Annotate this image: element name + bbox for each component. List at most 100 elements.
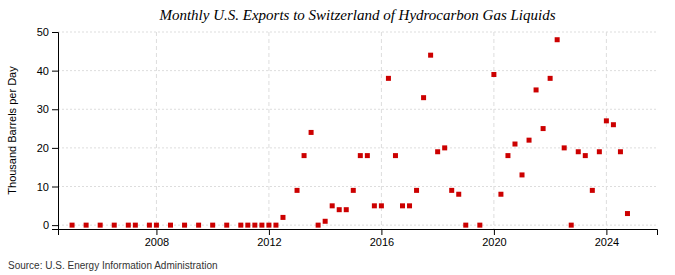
point <box>147 223 152 228</box>
point <box>379 203 384 208</box>
point <box>477 223 482 228</box>
chart-container: 2008201220162020202401020304050Monthly U… <box>0 0 675 275</box>
point <box>273 223 278 228</box>
x-grid-line <box>381 32 382 229</box>
y-grid-line <box>58 147 657 148</box>
point <box>309 130 314 135</box>
point <box>351 188 356 193</box>
point <box>520 172 525 177</box>
y-axis-title: Thousand Barrels per Day <box>6 66 18 195</box>
point <box>590 188 595 193</box>
y-grid-line <box>58 32 657 33</box>
y-tick-mark <box>52 148 58 149</box>
point <box>555 37 560 42</box>
y-tick-label: 0 <box>43 219 49 231</box>
point <box>182 223 187 228</box>
point <box>386 76 391 81</box>
y-tick-label: 40 <box>37 65 49 77</box>
point <box>527 138 532 143</box>
point <box>400 203 405 208</box>
point <box>604 118 609 123</box>
chart-title: Monthly U.S. Exports to Switzerland of H… <box>158 7 555 23</box>
point <box>442 145 447 150</box>
point <box>330 203 335 208</box>
x-tick-mark <box>269 229 270 235</box>
point <box>449 188 454 193</box>
point <box>407 203 412 208</box>
x-tick: 2008 <box>145 229 169 248</box>
point <box>280 215 285 220</box>
point <box>98 223 103 228</box>
x-axis-line <box>59 230 658 236</box>
y-grid-line <box>58 109 657 110</box>
point <box>323 219 328 224</box>
point <box>337 207 342 212</box>
y-tick: 40 <box>37 65 58 77</box>
point <box>435 149 440 154</box>
x-grid-line <box>156 32 157 229</box>
x-tick-mark <box>156 229 157 235</box>
point <box>168 223 173 228</box>
point <box>625 211 630 216</box>
y-tick-label: 20 <box>37 142 49 154</box>
point <box>583 153 588 158</box>
x-axis: 20082012201620202024 <box>59 229 658 248</box>
point <box>548 76 553 81</box>
point <box>295 188 300 193</box>
point <box>365 153 370 158</box>
y-tick: 20 <box>37 142 58 154</box>
point <box>224 223 229 228</box>
y-tick-mark <box>52 32 58 33</box>
y-grid-line <box>58 70 657 71</box>
y-tick: 10 <box>37 181 58 193</box>
point <box>133 223 138 228</box>
x-tick-label: 2024 <box>595 236 619 248</box>
grid <box>58 32 657 229</box>
x-grid-line <box>606 32 607 229</box>
y-axis-line <box>52 33 59 230</box>
y-tick-mark <box>52 225 58 226</box>
point <box>597 149 602 154</box>
point <box>505 153 510 158</box>
point <box>414 188 419 193</box>
point <box>463 223 468 228</box>
y-axis: 0 10 20 30 40 50 <box>37 26 59 231</box>
point <box>344 207 349 212</box>
point <box>302 153 307 158</box>
y-grid-line <box>58 186 657 187</box>
x-tick-mark <box>494 229 495 235</box>
point <box>456 192 461 197</box>
point <box>266 223 271 228</box>
y-tick-mark <box>52 109 58 110</box>
y-tick: 30 <box>37 103 58 115</box>
x-tick-label: 2020 <box>482 236 506 248</box>
point <box>534 87 539 92</box>
point <box>393 153 398 158</box>
point <box>512 142 517 147</box>
point <box>210 223 215 228</box>
y-tick: 50 <box>37 26 58 38</box>
point <box>618 149 623 154</box>
x-tick: 2016 <box>370 229 394 248</box>
x-grid-line <box>268 32 269 229</box>
chart-svg: 2008201220162020202401020304050Monthly U… <box>0 0 675 275</box>
point <box>245 223 250 228</box>
point <box>154 223 159 228</box>
y-tick-label: 30 <box>37 103 49 115</box>
point <box>196 223 201 228</box>
point <box>112 223 117 228</box>
point <box>126 223 131 228</box>
point <box>491 72 496 77</box>
point <box>84 223 89 228</box>
y-tick-label: 50 <box>37 26 49 38</box>
x-grid-line <box>493 32 494 229</box>
points <box>70 37 630 227</box>
point <box>611 122 616 127</box>
x-tick: 2024 <box>595 229 619 248</box>
point <box>562 145 567 150</box>
point <box>421 95 426 100</box>
point <box>428 53 433 58</box>
x-tick-label: 2016 <box>370 236 394 248</box>
x-tick-mark <box>381 229 382 235</box>
y-tick: 0 <box>43 219 58 231</box>
